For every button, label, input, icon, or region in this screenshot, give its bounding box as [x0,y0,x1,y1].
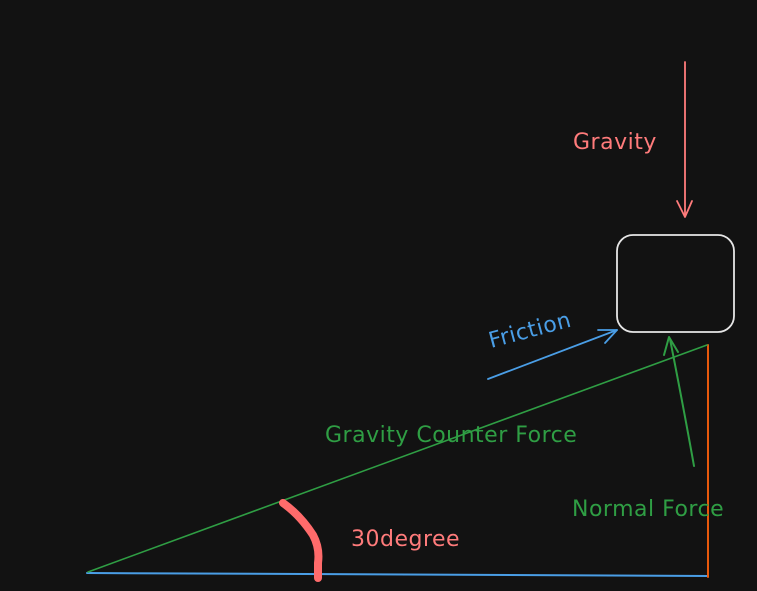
friction-arrow-icon [487,329,618,380]
angle-arc-mark [279,499,323,582]
normal-force-arrow-icon [663,336,695,467]
incline-base-line [86,572,709,577]
angle-label: 30degree [351,527,460,552]
incline-slope-line [87,344,708,573]
gravity-arrow-icon [676,61,693,218]
gravity-label: Gravity [573,130,657,155]
gravity-counter-force-label: Gravity Counter Force [325,423,577,448]
normal-force-label: Normal Force [572,497,724,522]
friction-label: Friction [486,308,574,354]
block-box [616,234,735,333]
